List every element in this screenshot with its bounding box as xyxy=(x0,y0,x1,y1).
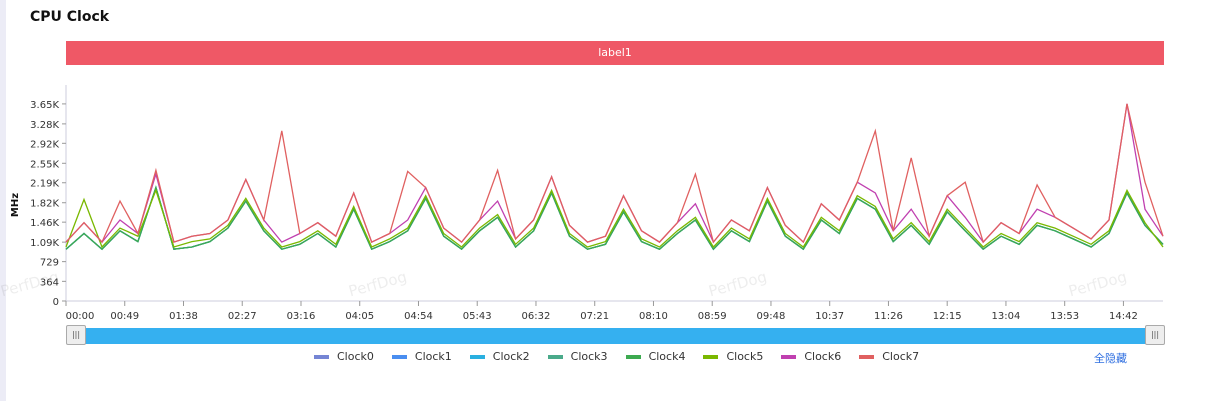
legend-item-clock4[interactable]: Clock4 xyxy=(625,350,686,363)
slider-handle-start[interactable]: ||| xyxy=(66,325,86,345)
series-line-clock0 xyxy=(65,185,1164,251)
y-tick-label: 1.09K xyxy=(30,238,59,249)
x-tick-label: 00:49 xyxy=(110,311,139,322)
left-edge xyxy=(0,0,6,401)
series-line-clock4 xyxy=(65,185,1164,251)
y-tick-label: 1.82K xyxy=(30,199,59,210)
legend-item-clock7[interactable]: Clock7 xyxy=(859,350,919,363)
x-tick-label: 14:42 xyxy=(1109,311,1138,322)
legend-swatch xyxy=(547,354,563,359)
y-tick-label: 2.19K xyxy=(30,179,59,190)
legend-label: Clock7 xyxy=(882,350,920,363)
legend-swatch xyxy=(703,354,719,359)
legend-label: Clock3 xyxy=(570,350,608,363)
series-line-clock1 xyxy=(65,185,1164,251)
y-tick-label: 3.28K xyxy=(30,120,59,131)
zoom-slider[interactable] xyxy=(66,328,1164,344)
hide-all-button[interactable]: 全隐藏 xyxy=(1094,352,1127,365)
legend: Clock0 Clock1 Clock2 Clock3 Clock4 Clock5 Cloc… xyxy=(314,350,937,363)
cpu-clock-chart: 0 364 729 1.09K 1.46K 1.82K 2.19K 2.55K 2.92K 3.2… xyxy=(10,85,1164,322)
legend-swatch xyxy=(391,354,407,359)
x-tick-label: 08:10 xyxy=(639,311,668,322)
series-line-clock7 xyxy=(65,103,1164,244)
legend-label: Clock1 xyxy=(414,350,452,363)
x-tick-label: 13:04 xyxy=(992,311,1021,322)
y-axis-label: MHz xyxy=(10,193,21,217)
x-tick-label: 11:26 xyxy=(874,311,903,322)
x-tick-label: 08:59 xyxy=(698,311,727,322)
legend-item-clock3[interactable]: Clock3 xyxy=(547,350,608,363)
x-tick-label: 04:54 xyxy=(404,311,433,322)
y-tick-label: 729 xyxy=(40,258,59,269)
y-tick-label: 2.92K xyxy=(30,139,59,150)
legend-label: Clock6 xyxy=(804,350,842,363)
slider-handle-end[interactable]: ||| xyxy=(1145,325,1165,345)
x-tick-label: 13:53 xyxy=(1050,311,1079,322)
legend-swatch xyxy=(781,354,797,359)
series-line-clock5 xyxy=(65,188,1164,249)
x-tick-label: 10:37 xyxy=(815,311,844,322)
y-tick-label: 1.46K xyxy=(30,218,59,229)
x-tick-label: 02:27 xyxy=(228,311,257,322)
x-tick-label: 03:16 xyxy=(287,311,316,322)
legend-label: Clock4 xyxy=(648,350,686,363)
series-line-clock2 xyxy=(65,185,1164,251)
label-bar[interactable]: label1 xyxy=(66,41,1164,65)
legend-swatch xyxy=(625,354,641,359)
legend-label: Clock0 xyxy=(337,350,374,363)
x-tick-label: 04:05 xyxy=(345,311,374,322)
y-tick-label: 0 xyxy=(53,297,59,308)
legend-item-clock0[interactable]: Clock0 xyxy=(314,350,374,363)
x-tick-label: 12:15 xyxy=(933,311,962,322)
x-tick-label: 06:32 xyxy=(522,311,551,322)
x-tick-label: 01:38 xyxy=(169,311,198,322)
legend-swatch xyxy=(314,354,329,359)
legend-label: Clock2 xyxy=(492,350,530,363)
legend-label: Clock5 xyxy=(726,350,764,363)
legend-swatch xyxy=(469,354,485,359)
y-tick-label: 3.65K xyxy=(30,100,59,111)
x-tick-label: 09:48 xyxy=(757,311,786,322)
legend-item-clock6[interactable]: Clock6 xyxy=(781,350,841,363)
x-tick-label: 00:00 xyxy=(66,311,95,322)
x-tick-label: 07:21 xyxy=(580,311,609,322)
legend-item-clock5[interactable]: Clock5 xyxy=(703,350,763,363)
y-tick-label: 364 xyxy=(40,277,59,288)
series-line-clock3 xyxy=(65,185,1164,251)
legend-item-clock2[interactable]: Clock2 xyxy=(469,350,530,363)
chart-title: CPU Clock xyxy=(30,9,110,25)
legend-item-clock1[interactable]: Clock1 xyxy=(391,350,452,363)
y-tick-label: 2.55K xyxy=(30,159,59,170)
legend-swatch xyxy=(859,354,875,359)
x-tick-label: 05:43 xyxy=(463,311,492,322)
